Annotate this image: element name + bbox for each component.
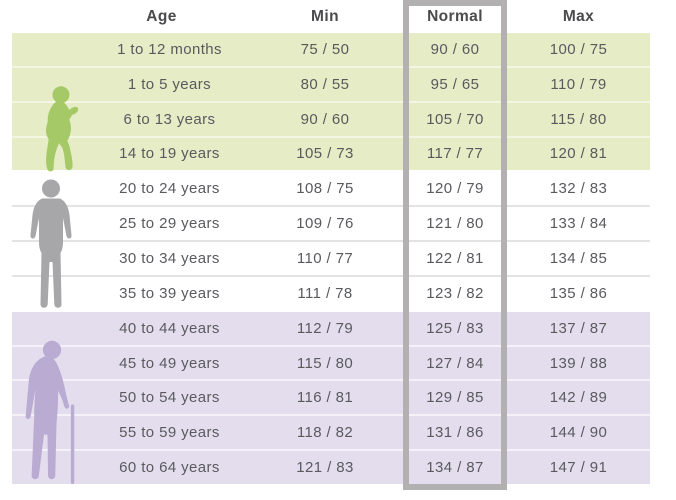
table-row: 60 to 64 years 121 / 83 134 / 87 147 / 91 [12, 451, 650, 486]
normal-value: 134 / 87 [426, 459, 484, 477]
table-row: 25 to 29 years 109 / 76 121 / 80 133 / 84 [12, 207, 650, 243]
min-value: 110 / 77 [296, 249, 354, 267]
table-row: 1 to 12 months 75 / 50 90 / 60 100 / 75 [12, 33, 650, 68]
min-value: 108 / 75 [296, 180, 354, 198]
max-value: 144 / 90 [549, 424, 608, 442]
header-max: Max [562, 7, 595, 25]
bp-table: Age Min Normal Max 1 to 12 months 75 / 50… [12, 0, 650, 486]
max-value: 139 / 88 [549, 354, 608, 372]
normal-value: 123 / 82 [426, 284, 484, 302]
max-value: 132 / 83 [549, 180, 608, 198]
table-row: 30 to 34 years 110 / 77 122 / 81 134 / 85 [12, 242, 650, 277]
min-value: 109 / 76 [296, 215, 354, 233]
child-silhouette-icon [46, 86, 79, 172]
normal-value: 127 / 84 [426, 354, 484, 372]
min-value: 80 / 55 [300, 75, 350, 93]
age-value: 30 to 34 years [119, 249, 220, 267]
cane [70, 404, 75, 485]
min-value: 105 / 73 [296, 145, 354, 163]
header-min: Min [311, 7, 339, 25]
min-value: 90 / 60 [300, 110, 350, 128]
max-value: 147 / 91 [549, 459, 608, 477]
table-row: 20 to 24 years 108 / 75 120 / 79 132 / 83 [12, 172, 650, 208]
senior-silhouette-icon [25, 340, 75, 485]
min-value: 111 / 78 [297, 284, 353, 302]
table-row: 50 to 54 years 116 / 81 129 / 85 142 / 89 [12, 381, 650, 417]
normal-value: 120 / 79 [426, 180, 484, 198]
table-row: 6 to 13 years 90 / 60 105 / 70 115 / 80 [12, 102, 650, 138]
normal-value: 90 / 60 [430, 40, 480, 58]
max-value: 142 / 89 [549, 389, 608, 407]
min-value: 121 / 83 [296, 459, 354, 477]
normal-value: 121 / 80 [426, 215, 484, 233]
max-value: 100 / 75 [549, 40, 608, 58]
header-age: Age [146, 7, 177, 25]
table-row: 14 to 19 years 105 / 73 117 / 77 120 / 81 [12, 137, 650, 173]
age-value: 14 to 19 years [119, 145, 220, 163]
adult-silhouette-icon [30, 179, 72, 308]
age-value: 6 to 13 years [123, 110, 216, 128]
age-value: 45 to 49 years [119, 354, 220, 372]
age-value: 50 to 54 years [119, 389, 220, 407]
header-normal: Normal [427, 7, 483, 25]
normal-value: 95 / 65 [430, 75, 480, 93]
normal-value: 117 / 77 [426, 145, 484, 163]
age-value: 25 to 29 years [119, 215, 220, 233]
age-value: 60 to 64 years [119, 459, 220, 477]
normal-value: 125 / 83 [426, 319, 484, 337]
min-value: 118 / 82 [296, 424, 354, 442]
min-value: 116 / 81 [296, 389, 354, 407]
max-value: 134 / 85 [549, 249, 608, 267]
age-value: 35 to 39 years [119, 284, 220, 302]
table-rows: 1 to 12 months 75 / 50 90 / 60 100 / 75 1 to… [12, 33, 650, 486]
normal-value: 122 / 81 [426, 249, 484, 267]
max-value: 115 / 80 [550, 110, 607, 128]
min-value: 115 / 80 [296, 354, 354, 372]
table-row: 40 to 44 years 112 / 79 125 / 83 137 / 87 [12, 311, 650, 347]
table-row: 1 to 5 years 80 / 55 95 / 65 110 / 79 [12, 67, 650, 103]
age-value: 1 to 5 years [127, 75, 212, 93]
max-value: 135 / 86 [549, 284, 608, 302]
max-value: 133 / 84 [549, 215, 608, 233]
max-value: 110 / 79 [550, 75, 607, 93]
normal-value: 131 / 86 [426, 424, 484, 442]
age-value: 55 to 59 years [119, 424, 220, 442]
age-value: 1 to 12 months [117, 40, 222, 58]
max-value: 137 / 87 [549, 319, 608, 337]
age-value: 20 to 24 years [119, 180, 220, 198]
min-value: 112 / 79 [296, 319, 354, 337]
table-header: Age Min Normal Max [12, 0, 650, 33]
max-value: 120 / 81 [549, 145, 608, 163]
min-value: 75 / 50 [300, 40, 350, 58]
table-row: 45 to 49 years 115 / 80 127 / 84 139 / 88 [12, 346, 650, 382]
table-row: 55 to 59 years 118 / 82 131 / 86 144 / 90 [12, 416, 650, 452]
normal-value: 129 / 85 [426, 389, 484, 407]
normal-value: 105 / 70 [426, 110, 484, 128]
age-value: 40 to 44 years [119, 319, 220, 337]
table-row: 35 to 39 years 111 / 78 123 / 82 135 / 86 [12, 276, 650, 312]
